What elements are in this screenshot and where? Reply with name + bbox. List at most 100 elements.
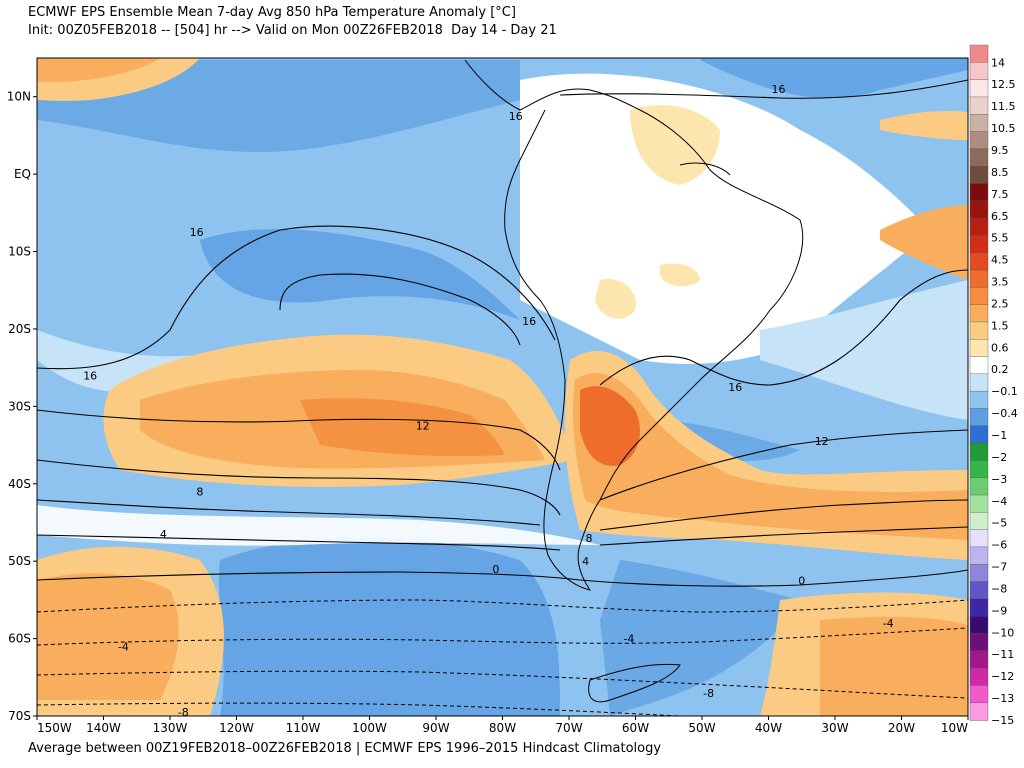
contour-label: 0	[798, 575, 805, 588]
colorbar-swatch	[969, 581, 989, 600]
colorbar-label: 3.5	[991, 276, 1009, 289]
colorbar-swatch	[969, 217, 989, 237]
contour-label: 8	[585, 532, 592, 545]
colorbar-label: −4	[991, 495, 1007, 508]
contour-label: 4	[160, 528, 167, 541]
contour-label: -4	[118, 640, 129, 653]
colorbar-swatch	[969, 529, 989, 548]
colorbar-swatch	[969, 96, 989, 115]
colorbar-label: 0.6	[991, 341, 1009, 354]
colorbar-swatch	[969, 667, 989, 687]
colorbar-swatch	[969, 165, 989, 185]
lon-label: 40W	[755, 721, 782, 735]
contour-label: 16	[522, 315, 536, 328]
lon-label: 150W	[37, 721, 72, 735]
colorbar-label: 10.5	[991, 122, 1016, 135]
lat-label: 50S	[8, 554, 31, 568]
colorbar-label: 8.5	[991, 166, 1009, 179]
lon-label: 30W	[821, 721, 848, 735]
colorbar-label: 12.5	[991, 78, 1016, 91]
colorbar-label: 0.2	[991, 363, 1009, 376]
colorbar-label: 9.5	[991, 144, 1009, 157]
colorbar-swatch	[969, 615, 989, 635]
colorbar-label: 11.5	[991, 100, 1016, 113]
colorbar-swatch	[969, 200, 989, 219]
negative-contours	[36, 599, 969, 717]
colorbar-label: −9	[991, 604, 1007, 617]
lat-label: 30S	[8, 399, 31, 413]
colorbar-label: 2.5	[991, 297, 1009, 310]
colorbar-swatch	[969, 356, 989, 375]
lon-label: 130W	[153, 721, 188, 735]
map-subtitle: Init: 00Z05FEB2018 -- [504] hr --> Valid…	[28, 23, 557, 38]
colorbar-label: −12	[991, 670, 1014, 683]
contour-label: 12	[416, 420, 430, 433]
colorbar-swatch	[969, 373, 989, 392]
colorbar-swatch	[969, 460, 989, 479]
contour-label: 8	[196, 486, 203, 499]
lon-label: 120W	[219, 721, 254, 735]
contour-label: 16	[728, 381, 742, 394]
colorbar-label: −5	[991, 517, 1007, 530]
colorbar-label: −10	[991, 626, 1014, 639]
lon-label: 80W	[489, 721, 516, 735]
colorbar-swatch	[969, 425, 989, 444]
colorbar-swatch	[969, 252, 989, 271]
colorbar-label: −3	[991, 473, 1007, 486]
lon-label: 20W	[888, 721, 915, 735]
map-title: ECMWF EPS Ensemble Mean 7-day Avg 850 hP…	[28, 5, 516, 20]
lon-label: 140W	[86, 721, 121, 735]
colorbar-label: 4.5	[991, 254, 1009, 267]
colorbar-swatch	[969, 114, 989, 133]
colorbar-swatch	[969, 44, 989, 64]
colorbar-swatch	[969, 494, 989, 514]
latitude-axis: 10N EQ 10S 20S 30S 40S 50S 60S 70S	[7, 90, 37, 723]
colorbar-label: −13	[991, 692, 1014, 705]
colorbar: 14 12.5 11.5 10.5 9.5 8.5 7.5 6.5 5.5 4.5 3.5 2.5 1.…	[969, 44, 1018, 727]
colorbar-label: −15	[991, 714, 1014, 727]
contour-label: 4	[582, 555, 589, 568]
colorbar-swatch	[969, 131, 989, 150]
lat-label: 20S	[8, 322, 31, 336]
colorbar-label: −0.4	[991, 407, 1018, 420]
colorbar-swatch	[969, 633, 989, 652]
colorbar-swatch	[969, 339, 989, 358]
colorbar-swatch	[969, 685, 989, 704]
contour-label: 16	[509, 110, 523, 123]
contour-label: 0	[492, 563, 499, 576]
contour-label: -8	[703, 687, 714, 700]
contour-label: -4	[883, 617, 894, 630]
lat-label: 10N	[7, 90, 31, 104]
colorbar-label: −1	[991, 429, 1007, 442]
lat-label: EQ	[14, 167, 31, 181]
colorbar-label: −0.1	[991, 385, 1018, 398]
colorbar-swatch	[969, 408, 989, 427]
contour-label: -8	[178, 706, 189, 719]
colorbar-swatch	[969, 304, 989, 323]
lon-label: 110W	[286, 721, 321, 735]
colorbar-swatch	[969, 183, 989, 202]
colorbar-swatch	[969, 62, 989, 81]
colorbar-swatch	[969, 390, 989, 410]
contour-label: 12	[815, 435, 829, 448]
lat-label: 10S	[8, 245, 31, 259]
contour-label: -4	[623, 633, 634, 646]
colorbar-swatch	[969, 650, 989, 669]
colorbar-swatch	[969, 477, 989, 496]
colorbar-swatch	[969, 235, 989, 254]
colorbar-swatch	[969, 598, 989, 617]
lat-label: 40S	[8, 477, 31, 491]
longitude-axis: 150W 140W 130W 120W 110W 100W 90W 80W 70W 60W 50W 4…	[36, 716, 969, 735]
colorbar-label: 6.5	[991, 210, 1009, 223]
lon-label: 70W	[555, 721, 582, 735]
colorbar-label: 14	[991, 56, 1005, 69]
lon-label: 90W	[422, 721, 449, 735]
colorbar-swatch	[969, 564, 989, 583]
colorbar-label: 7.5	[991, 188, 1009, 201]
footer-note: Average between 00Z19FEB2018–00Z26FEB201…	[28, 741, 662, 756]
colorbar-swatch	[969, 512, 989, 531]
lon-label: 50W	[688, 721, 715, 735]
colorbar-label: −8	[991, 582, 1007, 595]
colorbar-swatch	[969, 442, 989, 462]
